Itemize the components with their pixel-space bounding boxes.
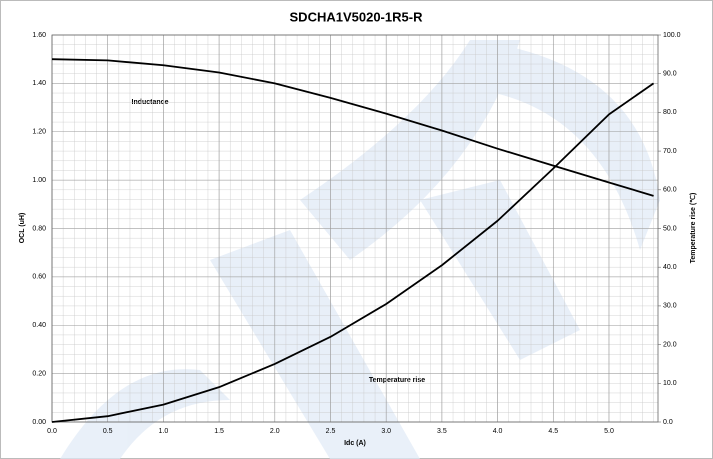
annotation: Inductance xyxy=(132,99,169,106)
y2-tick-label: 60.0 xyxy=(663,187,677,194)
y2-tick-label: 40.0 xyxy=(663,264,677,271)
y2-tick-label: 50.0 xyxy=(663,225,677,232)
x-tick-label: 3.0 xyxy=(381,428,391,435)
y2-tick-label: 10.0 xyxy=(663,380,677,387)
y-axis-label: OCL (uH) xyxy=(19,213,26,244)
y2-tick-label: 20.0 xyxy=(663,341,677,348)
y-tick-label: 1.40 xyxy=(32,80,46,87)
x-axis-label: Idc (A) xyxy=(344,440,366,447)
y2-tick-label: 70.0 xyxy=(663,148,677,155)
x-tick-label: 4.0 xyxy=(493,428,503,435)
y2-tick-label: 100.0 xyxy=(663,32,681,39)
x-tick-label: 1.5 xyxy=(214,428,224,435)
y2-tick-label: 90.0 xyxy=(663,71,677,78)
y-tick-label: 0.20 xyxy=(32,370,46,377)
series-line xyxy=(51,58,654,197)
y-tick-label: 0.60 xyxy=(32,274,46,281)
x-tick-label: 3.5 xyxy=(437,428,447,435)
y2-tick-label: 80.0 xyxy=(663,109,677,116)
x-tick-label: 0.5 xyxy=(103,428,113,435)
x-tick-label: 1.0 xyxy=(159,428,169,435)
chart-title: SDCHA1V5020-1R5-R xyxy=(290,9,424,24)
x-tick-label: 2.5 xyxy=(326,428,336,435)
series-line xyxy=(51,82,655,423)
annotation: Temperature rise xyxy=(369,377,425,384)
x-tick-label: 2.0 xyxy=(270,428,280,435)
y-tick-label: 1.00 xyxy=(32,177,46,184)
x-tick-label: 0.0 xyxy=(47,428,57,435)
x-tick-label: 5.0 xyxy=(604,428,614,435)
y-tick-label: 0.40 xyxy=(32,322,46,329)
y-tick-label: 1.60 xyxy=(32,32,46,39)
plot-border xyxy=(51,34,659,423)
y2-tick-label: 0.0 xyxy=(663,419,673,426)
y-tick-label: 0.00 xyxy=(32,419,46,426)
x-tick-label: 4.5 xyxy=(548,428,558,435)
y2-axis-label: Temperature rise (℃) xyxy=(689,193,697,264)
y2-tick-label: 30.0 xyxy=(663,303,677,310)
y-tick-label: 1.20 xyxy=(32,129,46,136)
y-tick-label: 0.80 xyxy=(32,225,46,232)
